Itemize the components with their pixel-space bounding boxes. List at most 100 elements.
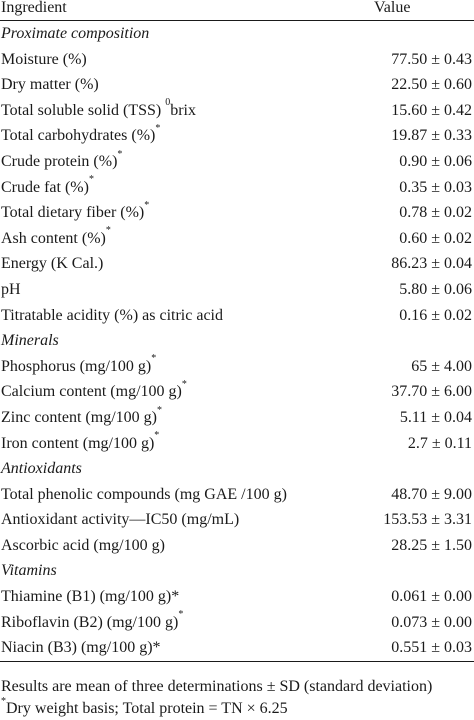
table-row: Zinc content (mg/100 g)* 5.11 ± 0.04 xyxy=(0,405,474,431)
table-row: Niacin (B3) (mg/100 g)* 0.551 ± 0.03 xyxy=(0,635,474,661)
ingredient-label: Vitamins xyxy=(1,562,57,580)
ingredient-cell: Iron content (mg/100 g)* xyxy=(1,431,159,457)
table-row: Ascorbic acid (mg/100 g) 28.25 ± 1.50 xyxy=(0,533,474,559)
ingredient-label: Moisture (%) xyxy=(1,50,87,68)
table-body: Proximate composition Moisture (%) 77.50 ±… xyxy=(0,21,474,661)
ingredient-label: Total phenolic compounds (mg GAE /100 g) xyxy=(1,485,287,503)
ingredient-cell: Crude fat (%)* xyxy=(1,175,94,201)
table-row: Thiamine (B1) (mg/100 g)* 0.061 ± 0.00 xyxy=(0,584,474,610)
section-label: Proximate composition xyxy=(1,21,149,47)
ingredient-cell: Dry matter (%) xyxy=(1,72,99,98)
table-row: pH 5.80 ± 0.06 xyxy=(0,277,474,303)
footnote-dry-weight-text: Dry weight basis; Total protein = TN × 6… xyxy=(6,700,288,717)
ingredient-cell: Titratable acidity (%) as citric acid xyxy=(1,303,223,329)
value-cell: 28.25 ± 1.50 xyxy=(391,536,472,554)
footnote-results: Results are mean of three determinations… xyxy=(1,678,433,695)
table-row: Total soluble solid (TSS) 0brix 15.60 ± 0… xyxy=(0,98,474,124)
asterisk-superscript: * xyxy=(154,430,160,442)
ingredient-label: Antioxidants xyxy=(1,460,82,478)
value-cell: 0.551 ± 0.03 xyxy=(391,639,472,657)
ingredient-cell: Niacin (B3) (mg/100 g)* xyxy=(1,635,161,661)
table-footnotes: Results are mean of three determinations… xyxy=(1,676,473,720)
ingredient-cell: Antioxidant activity—IC50 (mg/mL) xyxy=(1,507,239,533)
asterisk-superscript: * xyxy=(144,199,150,211)
footnote-asterisk: * xyxy=(1,695,6,707)
table-row: Crude protein (%)* 0.90 ± 0.06 xyxy=(0,149,474,175)
ingredient-cell: pH xyxy=(1,277,21,303)
table-row: Total phenolic compounds (mg GAE /100 g)… xyxy=(0,482,474,508)
asterisk-superscript: * xyxy=(181,378,187,390)
header-ingredient: Ingredient xyxy=(1,0,67,16)
ingredient-label: Energy (K Cal.) xyxy=(1,255,104,273)
value-cell: 0.90 ± 0.06 xyxy=(399,152,472,170)
value-cell: 37.70 ± 6.00 xyxy=(391,383,472,401)
section-heading-row: Minerals xyxy=(0,328,474,354)
ingredient-cell: Ascorbic acid (mg/100 g) xyxy=(1,533,165,559)
value-cell: 15.60 ± 0.42 xyxy=(391,101,472,119)
ingredient-label: Crude protein (%) xyxy=(1,152,118,170)
ingredient-label: Calcium content (mg/100 g) xyxy=(1,383,182,401)
table-row: Total dietary fiber (%)* 0.78 ± 0.02 xyxy=(0,200,474,226)
value-cell: 86.23 ± 0.04 xyxy=(391,255,472,273)
ingredient-cell: Riboflavin (B2) (mg/100 g)* xyxy=(1,610,183,636)
composition-table: Ingredient Value Proximate composition Mo… xyxy=(0,0,474,662)
asterisk-superscript: * xyxy=(105,225,111,237)
ingredient-label: Riboflavin (B2) (mg/100 g) xyxy=(1,613,179,631)
ingredient-label: Titratable acidity (%) as citric acid xyxy=(1,306,223,324)
ingredient-cell: Zinc content (mg/100 g)* xyxy=(1,405,162,431)
ingredient-label-suffix: brix xyxy=(170,101,196,119)
ingredient-cell: Total dietary fiber (%)* xyxy=(1,200,149,226)
table-row: Titratable acidity (%) as citric acid 0.1… xyxy=(0,303,474,329)
value-cell: 0.073 ± 0.00 xyxy=(391,613,472,631)
ingredient-label: Iron content (mg/100 g) xyxy=(1,434,155,452)
asterisk-superscript: * xyxy=(88,174,94,186)
header-rule xyxy=(0,20,474,21)
header-value: Value xyxy=(374,0,411,16)
table-row: Dry matter (%) 22.50 ± 0.60 xyxy=(0,72,474,98)
ingredient-cell: Calcium content (mg/100 g)* xyxy=(1,379,187,405)
bottom-rule xyxy=(0,660,474,662)
value-cell: 48.70 ± 9.00 xyxy=(391,485,472,503)
ingredient-label: Zinc content (mg/100 g) xyxy=(1,408,157,426)
ingredient-label: Antioxidant activity—IC50 (mg/mL) xyxy=(1,511,240,529)
ingredient-cell: Total carbohydrates (%)* xyxy=(1,123,160,149)
ingredient-label: Phosphorus (mg/100 g) xyxy=(1,357,152,375)
section-label: Minerals xyxy=(1,328,59,354)
table-row: Antioxidant activity—IC50 (mg/mL) 153.53 … xyxy=(0,507,474,533)
asterisk-superscript: * xyxy=(178,609,184,621)
table-row: Moisture (%) 77.50 ± 0.43 xyxy=(0,47,474,73)
asterisk-superscript: * xyxy=(151,353,157,365)
section-label: Vitamins xyxy=(1,558,57,584)
ingredient-label: pH xyxy=(1,280,21,298)
value-cell: 0.35 ± 0.03 xyxy=(399,178,472,196)
asterisk-superscript: * xyxy=(155,123,161,135)
value-cell: 0.16 ± 0.02 xyxy=(399,306,472,324)
ingredient-label: Ash content (%) xyxy=(1,229,106,247)
ingredient-label: Total dietary fiber (%) xyxy=(1,204,145,222)
ingredient-label: Minerals xyxy=(1,332,59,350)
table-row: Riboflavin (B2) (mg/100 g)* 0.073 ± 0.00 xyxy=(0,610,474,636)
ingredient-label: Niacin (B3) (mg/100 g)* xyxy=(1,639,161,657)
section-heading-row: Proximate composition xyxy=(0,21,474,47)
ingredient-cell: Phosphorus (mg/100 g)* xyxy=(1,354,156,380)
table-row: Calcium content (mg/100 g)* 37.70 ± 6.00 xyxy=(0,379,474,405)
ingredient-label: Total soluble solid (TSS) xyxy=(1,101,166,119)
table-header-row: Ingredient Value xyxy=(0,0,474,20)
value-cell: 5.80 ± 0.06 xyxy=(399,280,472,298)
ingredient-label: Total carbohydrates (%) xyxy=(1,127,156,145)
ingredient-label: Proximate composition xyxy=(1,25,150,42)
ingredient-cell: Ash content (%)* xyxy=(1,226,111,252)
value-cell: 65 ± 4.00 xyxy=(411,357,472,375)
table-row: Total carbohydrates (%)* 19.87 ± 0.33 xyxy=(0,123,474,149)
degree-superscript: 0 xyxy=(165,97,171,109)
section-label: Antioxidants xyxy=(1,456,82,482)
value-cell: 0.061 ± 0.00 xyxy=(391,588,472,606)
section-heading-row: Antioxidants xyxy=(0,456,474,482)
ingredient-cell: Total soluble solid (TSS) 0brix xyxy=(1,98,196,124)
ingredient-label: Ascorbic acid (mg/100 g) xyxy=(1,536,165,554)
ingredient-cell: Energy (K Cal.) xyxy=(1,251,103,277)
table-row: Iron content (mg/100 g)* 2.7 ± 0.11 xyxy=(0,431,474,457)
table-row: Ash content (%)* 0.60 ± 0.02 xyxy=(0,226,474,252)
value-cell: 77.50 ± 0.43 xyxy=(391,50,472,68)
value-cell: 19.87 ± 0.33 xyxy=(391,127,472,145)
